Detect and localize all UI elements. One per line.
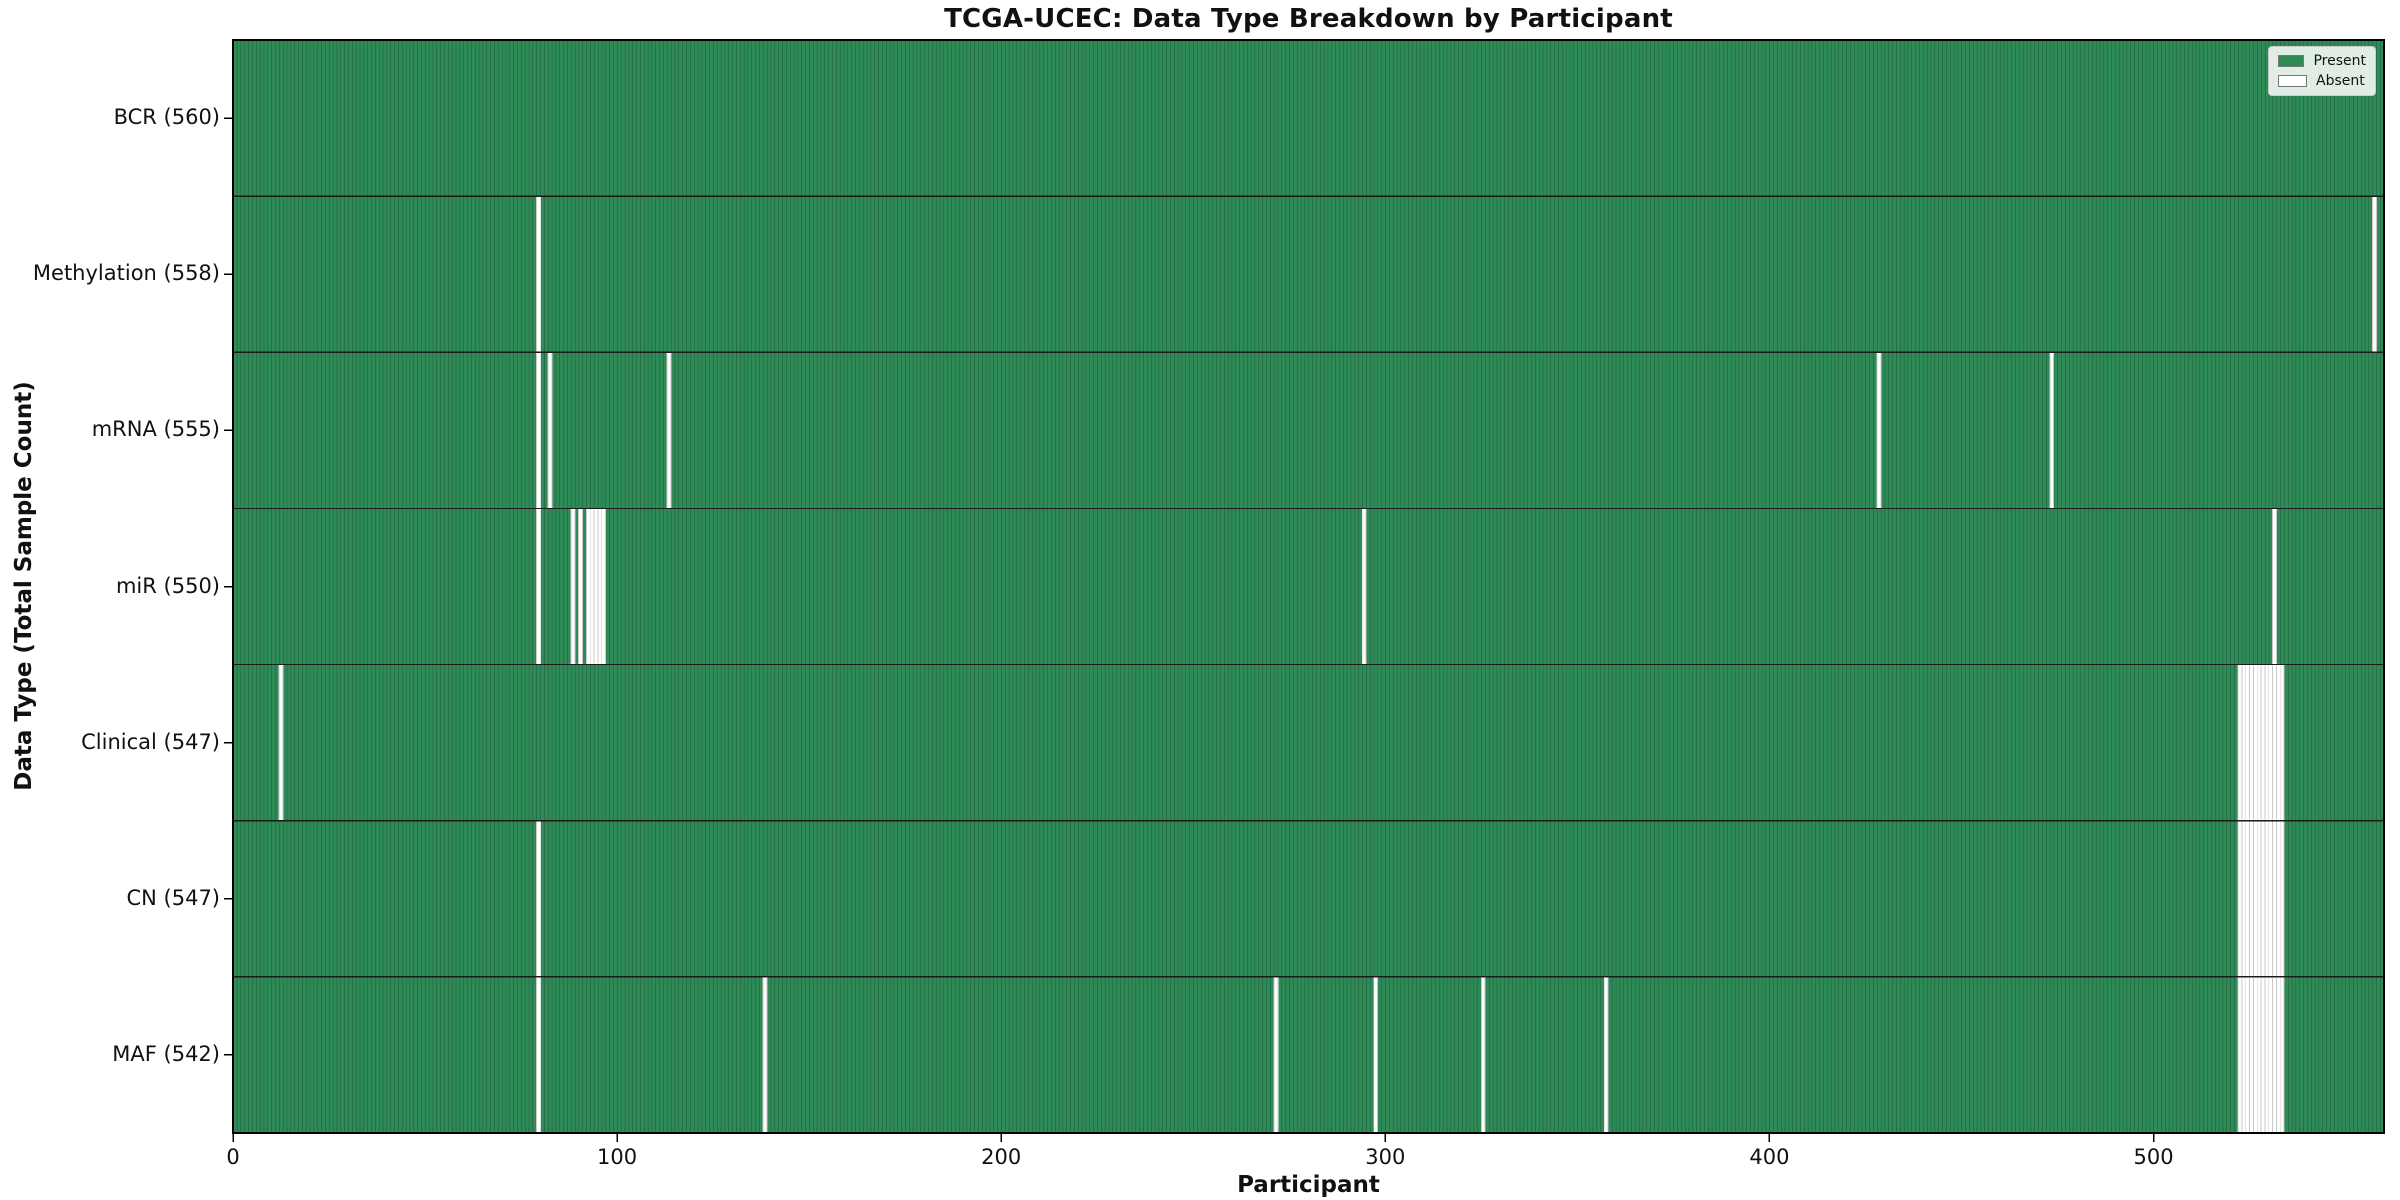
absent-swatch bbox=[2278, 75, 2307, 87]
absent-cell bbox=[2272, 665, 2277, 821]
absent-cell bbox=[2268, 821, 2274, 977]
absent-cell bbox=[535, 821, 541, 977]
x-tick-label: 500 bbox=[2133, 1145, 2174, 1169]
absent-cell bbox=[2256, 665, 2262, 821]
absent-cell bbox=[1273, 977, 1279, 1133]
absent-cell bbox=[2241, 821, 2247, 977]
absent-cell bbox=[2272, 509, 2277, 664]
absent-cell bbox=[1480, 977, 1486, 1133]
absent-cell bbox=[2275, 665, 2281, 821]
absent-cell bbox=[2260, 665, 2266, 821]
absent-cell bbox=[2249, 977, 2254, 1133]
absent-cell bbox=[578, 509, 584, 664]
absent-cell bbox=[2245, 977, 2251, 1133]
absent-cell bbox=[547, 352, 553, 508]
absent-cell bbox=[2272, 821, 2277, 977]
chart-title: TCGA-UCEC: Data Type Breakdown by Partic… bbox=[944, 4, 1673, 34]
absent-cell bbox=[589, 509, 595, 664]
absent-cell bbox=[2275, 821, 2281, 977]
legend: Present Absent bbox=[2268, 46, 2376, 96]
absent-cell bbox=[2245, 821, 2251, 977]
absent-cell bbox=[535, 509, 541, 664]
cell-edge-overlay bbox=[233, 40, 2384, 1133]
y-tick-label: miR (550) bbox=[115, 573, 220, 598]
absent-cell bbox=[2264, 665, 2270, 821]
legend-item-absent: Absent bbox=[2278, 74, 2366, 88]
x-tick-label: 100 bbox=[597, 1145, 638, 1169]
x-tick-label: 0 bbox=[226, 1145, 240, 1169]
absent-cell bbox=[2260, 821, 2266, 977]
absent-cell bbox=[2264, 977, 2270, 1133]
absent-cell bbox=[2252, 977, 2258, 1133]
absent-cell bbox=[535, 977, 541, 1133]
absent-cell bbox=[1603, 977, 1609, 1133]
absent-cell bbox=[2279, 665, 2285, 821]
absent-cell bbox=[2252, 665, 2258, 821]
absent-label: Absent bbox=[2316, 73, 2365, 89]
y-tick-label: mRNA (555) bbox=[91, 417, 220, 442]
absent-cell bbox=[2241, 665, 2247, 821]
absent-cell bbox=[2256, 821, 2262, 977]
absent-cell bbox=[2245, 665, 2251, 821]
absent-cell bbox=[593, 509, 599, 664]
x-tick-label: 200 bbox=[981, 1145, 1022, 1169]
absent-cell bbox=[1876, 352, 1882, 508]
y-tick-label: Clinical (547) bbox=[81, 729, 220, 754]
absent-cell bbox=[1373, 977, 1379, 1133]
absent-cell bbox=[2268, 665, 2274, 821]
absent-cell bbox=[2241, 977, 2247, 1133]
absent-cell bbox=[2237, 821, 2243, 977]
legend-item-present: Present bbox=[2278, 54, 2366, 68]
absent-cell bbox=[585, 509, 591, 664]
x-tick-label: 400 bbox=[1749, 1145, 1790, 1169]
absent-cell bbox=[601, 509, 607, 664]
absent-cell bbox=[2279, 821, 2285, 977]
absent-cell bbox=[2256, 977, 2262, 1133]
y-tick-label: Methylation (558) bbox=[32, 261, 220, 286]
absent-cell bbox=[535, 352, 541, 508]
absent-cell bbox=[2272, 977, 2277, 1133]
absent-cell bbox=[2049, 352, 2055, 508]
absent-cell bbox=[2237, 977, 2243, 1133]
absent-cell bbox=[597, 509, 603, 664]
present-label: Present bbox=[2313, 53, 2366, 69]
absent-cell bbox=[2249, 821, 2254, 977]
absent-cell bbox=[535, 196, 541, 352]
x-tick-label: 300 bbox=[1365, 1145, 1406, 1169]
absent-cell bbox=[762, 977, 768, 1133]
absent-cell bbox=[2260, 977, 2266, 1133]
absent-cell bbox=[278, 665, 284, 821]
absent-cell bbox=[2264, 821, 2270, 977]
absent-cell bbox=[1361, 509, 1367, 664]
absent-cell bbox=[2371, 196, 2377, 352]
absent-cell bbox=[2275, 977, 2281, 1133]
y-tick-label: MAF (542) bbox=[112, 1041, 220, 1066]
absent-cell bbox=[2237, 665, 2243, 821]
absent-cell bbox=[2252, 821, 2258, 977]
present-swatch bbox=[2278, 55, 2305, 67]
y-tick-label: BCR (560) bbox=[113, 105, 220, 130]
absent-cell bbox=[2279, 977, 2285, 1133]
absent-cell bbox=[570, 509, 576, 664]
x-axis-label: Participant bbox=[1237, 1172, 1380, 1198]
absent-cell bbox=[2249, 665, 2254, 821]
absent-cell bbox=[666, 352, 672, 508]
absent-cell bbox=[2268, 977, 2274, 1133]
y-tick-label: CN (547) bbox=[126, 885, 220, 910]
